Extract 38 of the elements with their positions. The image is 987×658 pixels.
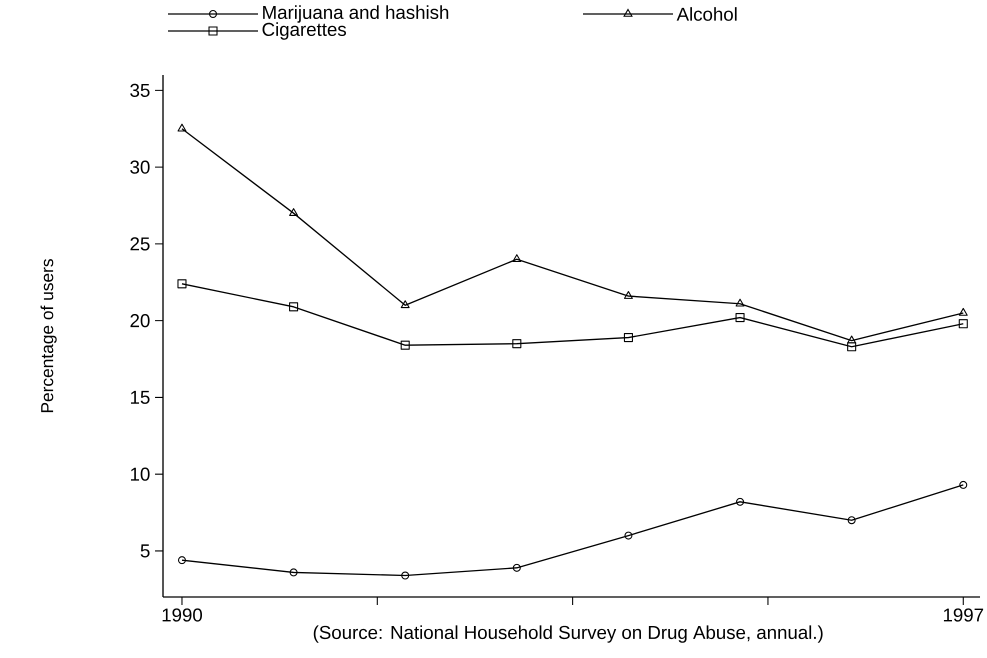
point [400, 340, 410, 350]
point [848, 516, 856, 524]
point [958, 319, 968, 328]
x-tick-label: 1990 [162, 608, 202, 622]
point [290, 568, 298, 576]
point [736, 313, 745, 322]
point [736, 498, 744, 506]
point [736, 298, 745, 307]
y-tick-label: 20 [130, 314, 150, 328]
text: (Source: National Household Survey on Drug Abuse, annual.) [314, 625, 823, 643]
point [289, 302, 298, 312]
point [289, 208, 298, 216]
legend-label: Marijuana and hashish [263, 5, 448, 23]
point [624, 532, 632, 540]
point [177, 279, 187, 288]
point [512, 339, 522, 348]
point [624, 333, 633, 342]
point [959, 480, 968, 489]
legend-label: Cigarettes [262, 22, 346, 40]
point [400, 300, 410, 308]
point [401, 572, 410, 580]
point [847, 336, 856, 344]
point [512, 254, 522, 262]
y-tick-label: 5 [140, 544, 150, 558]
y-tick-label: 10 [130, 468, 150, 481]
y-tick-label: 15 [130, 390, 150, 404]
point [958, 308, 968, 316]
x-tick-label: 1997 [944, 608, 984, 622]
point [512, 564, 521, 572]
point [178, 556, 186, 564]
legend-label: Alcohol [676, 7, 737, 21]
point [847, 342, 856, 352]
y-tick-label: 35 [130, 84, 150, 97]
y-tick-label: 25 [130, 237, 150, 250]
y-axis-title: Percentage of users [40, 259, 57, 412]
point [178, 124, 186, 132]
point [624, 291, 633, 299]
y-tick-label: 30 [130, 160, 150, 174]
